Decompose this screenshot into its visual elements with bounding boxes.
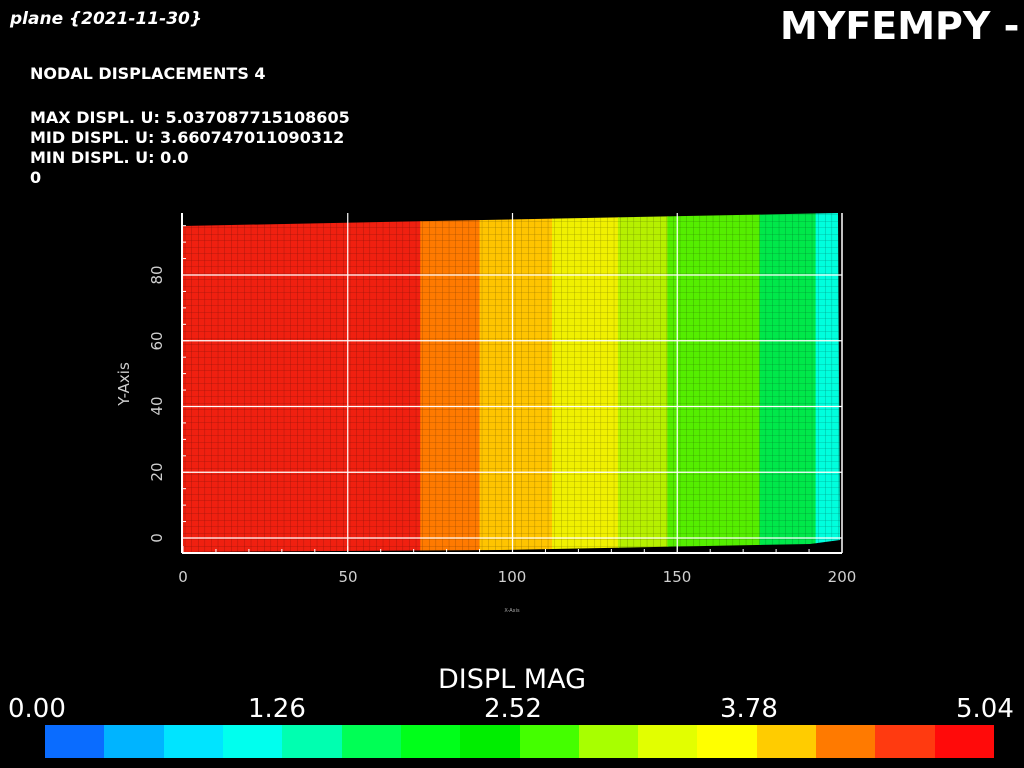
x-axis-label: X-Axis (504, 608, 520, 614)
x-tick-100: 100 (498, 568, 527, 586)
y-axis-label: Y-Axis (115, 362, 133, 407)
step-value: 0 (30, 168, 42, 187)
info-panel: MAX DISPL. U: 5.037087715108605 MID DISP… (30, 108, 350, 188)
colorbar-segment (341, 725, 401, 758)
colorbar-segment (638, 725, 698, 758)
info-heading: NODAL DISPLACEMENTS 4 (30, 64, 266, 83)
colorbar-segment (697, 725, 757, 758)
y-tick-40: 40 (148, 396, 166, 415)
app-title: MYFEMPY - v (780, 4, 1024, 48)
x-tick-0: 0 (178, 568, 188, 586)
mid-displ-line: MID DISPL. U: 3.660747011090312 (30, 128, 345, 147)
mesh-grid-lines (182, 213, 840, 552)
colorbar-segment (756, 725, 817, 758)
max-displ-line: MAX DISPL. U: 5.037087715108605 (30, 108, 350, 127)
colorbar-segment (816, 725, 876, 758)
colorbar-segment (519, 725, 579, 758)
colorbar-segment (222, 725, 283, 758)
colorbar-segment (400, 725, 461, 758)
axis-grid (182, 213, 842, 552)
colorbar-tick-min: 0.00 (8, 694, 66, 724)
window-subtitle: plane {2021-11-30} (10, 9, 202, 29)
colorbar-tick-4: 3.78 (720, 694, 778, 724)
y-tick-0: 0 (148, 533, 166, 543)
colorbar-tick-3: 2.52 (484, 694, 542, 724)
colorbar-segment (875, 725, 935, 758)
colorbar-segment (934, 725, 994, 758)
colorbar-segment (163, 725, 223, 758)
colorbar-segment (282, 725, 342, 758)
axes (181, 213, 843, 554)
colorbar (45, 725, 994, 758)
colorbar-segment (460, 725, 520, 758)
colorbar-segment (104, 725, 164, 758)
colorbar-tick-2: 1.26 (248, 694, 306, 724)
colorbar-title: DISPL MAG (437, 664, 586, 695)
colorbar-tick-max: 5.04 (956, 694, 1014, 724)
x-tick-200: 200 (828, 568, 857, 586)
y-tick-60: 60 (148, 331, 166, 350)
colorbar-segment (578, 725, 639, 758)
mesh-plot[interactable]: 0 50 100 150 200 0 20 40 60 80 Y-Axis X-… (0, 0, 1024, 660)
y-tick-80: 80 (148, 265, 166, 284)
x-tick-50: 50 (338, 568, 357, 586)
y-tick-20: 20 (148, 462, 166, 481)
x-tick-150: 150 (663, 568, 692, 586)
min-displ-line: MIN DISPL. U: 0.0 (30, 148, 189, 167)
colorbar-segment (45, 725, 105, 758)
